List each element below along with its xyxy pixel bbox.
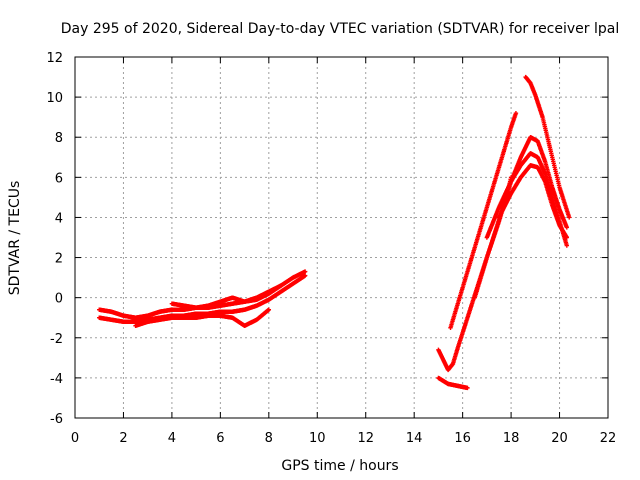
x-tick-label-2: 4: [168, 431, 176, 446]
data-point: [302, 269, 308, 274]
x-tick-label-6: 12: [357, 431, 374, 446]
x-tick-label-5: 10: [309, 431, 326, 446]
data-points: [97, 74, 572, 391]
series-arc-evening-7: [523, 74, 572, 220]
data-point: [513, 110, 519, 116]
series-arc-evening-5: [484, 151, 570, 248]
y-tick-label-0: -6: [50, 412, 63, 427]
data-point: [266, 307, 272, 312]
y-tick-label-6: 6: [55, 171, 63, 186]
series-arc-morning-4: [169, 283, 284, 310]
y-tick-label-3: 0: [55, 292, 63, 307]
data-point: [567, 215, 572, 220]
x-tick-label-8: 16: [454, 431, 471, 446]
y-axis-label: SDTVAR / TECUs: [7, 181, 23, 296]
grid: [75, 57, 608, 418]
x-tick-label-10: 20: [551, 431, 568, 446]
y-tick-label-5: 4: [55, 211, 63, 226]
y-tick-label-8: 10: [46, 91, 63, 106]
data-point: [564, 235, 570, 240]
plot-border: [74, 56, 609, 419]
y-tick-label-4: 2: [55, 252, 63, 267]
y-tick-label-2: -2: [50, 332, 63, 347]
x-axis-label: GPS time / hours: [281, 458, 398, 474]
data-point: [278, 283, 284, 288]
series-arc-evening-6: [496, 163, 570, 240]
y-tick-label-7: 8: [55, 131, 63, 146]
x-tick-label-3: 6: [216, 431, 224, 446]
x-tick-label-4: 8: [265, 431, 273, 446]
series-arc-evening-2: [448, 110, 519, 330]
x-tick-label-1: 2: [119, 431, 127, 446]
x-tick-label-9: 18: [503, 431, 520, 446]
series-arc-morning-3: [133, 307, 272, 328]
x-tick-label-7: 14: [406, 431, 423, 446]
y-tick-label-9: 12: [46, 51, 63, 66]
data-point: [564, 243, 570, 248]
y-tick-labels: -6 -4 -2 0 2 4 6 8 10 12: [46, 51, 63, 427]
series-arc-evening-3: [436, 375, 470, 391]
x-tick-labels: 0 2 4 6 8 10 12 14 16 18 20 22: [71, 431, 616, 446]
chart-title: Day 295 of 2020, Sidereal Day-to-day VTE…: [61, 21, 619, 37]
x-tick-label-0: 0: [71, 431, 79, 446]
y-tick-label-1: -4: [50, 372, 63, 387]
x-tick-label-11: 22: [600, 431, 617, 446]
data-point: [465, 385, 470, 391]
tick-marks: [74, 56, 609, 419]
plot-frame: [74, 56, 609, 419]
data-point: [302, 273, 308, 278]
data-point: [564, 225, 570, 230]
